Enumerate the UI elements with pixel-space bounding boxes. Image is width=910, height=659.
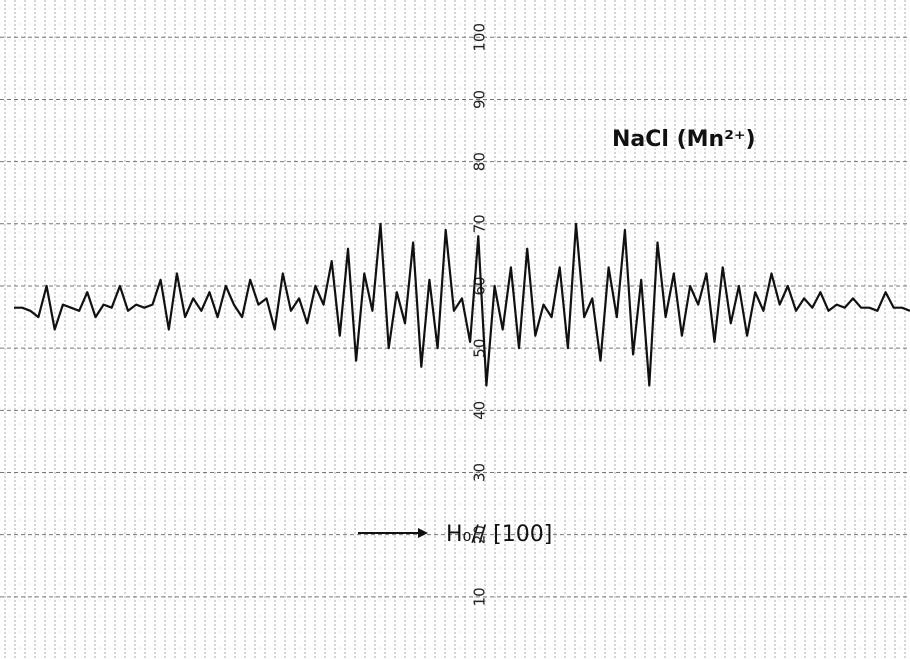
spectrum-trace (14, 222, 910, 387)
y-tick-label: 100 (471, 23, 489, 52)
y-tick-label: 90 (471, 90, 489, 109)
y-tick-label: 30 (471, 463, 489, 482)
arrow-head (418, 528, 428, 538)
y-tick-label: 20 (471, 525, 489, 544)
field-label: H₀// [100] (446, 522, 552, 547)
y-tick-label: 70 (471, 214, 489, 233)
y-tick-label: 80 (471, 152, 489, 171)
sample-label: NaCl (Mn²⁺) (612, 127, 756, 152)
y-tick-label: 40 (471, 401, 489, 420)
y-tick-label: 10 (471, 587, 489, 606)
